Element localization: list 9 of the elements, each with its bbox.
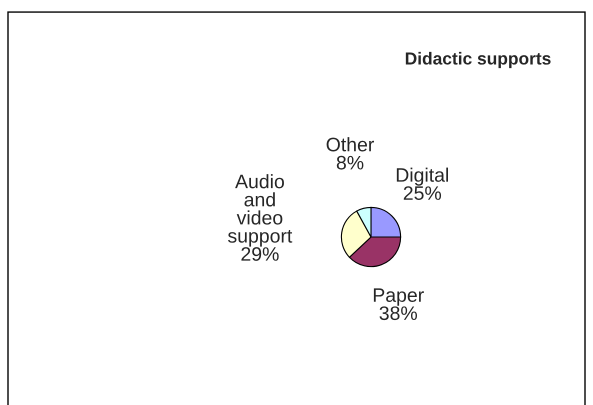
data-label: 38%	[380, 306, 418, 320]
slice-label: Paper	[374, 288, 424, 306]
data-label: 29%	[241, 247, 279, 261]
slice-label: Other	[326, 137, 374, 152]
data-label: 25%	[404, 186, 442, 200]
slice-label: Audio and video support	[228, 174, 292, 247]
chart-title: Didactic supports	[406, 52, 551, 68]
data-label: 8%	[336, 156, 364, 170]
slice-label: Digital	[396, 168, 448, 186]
